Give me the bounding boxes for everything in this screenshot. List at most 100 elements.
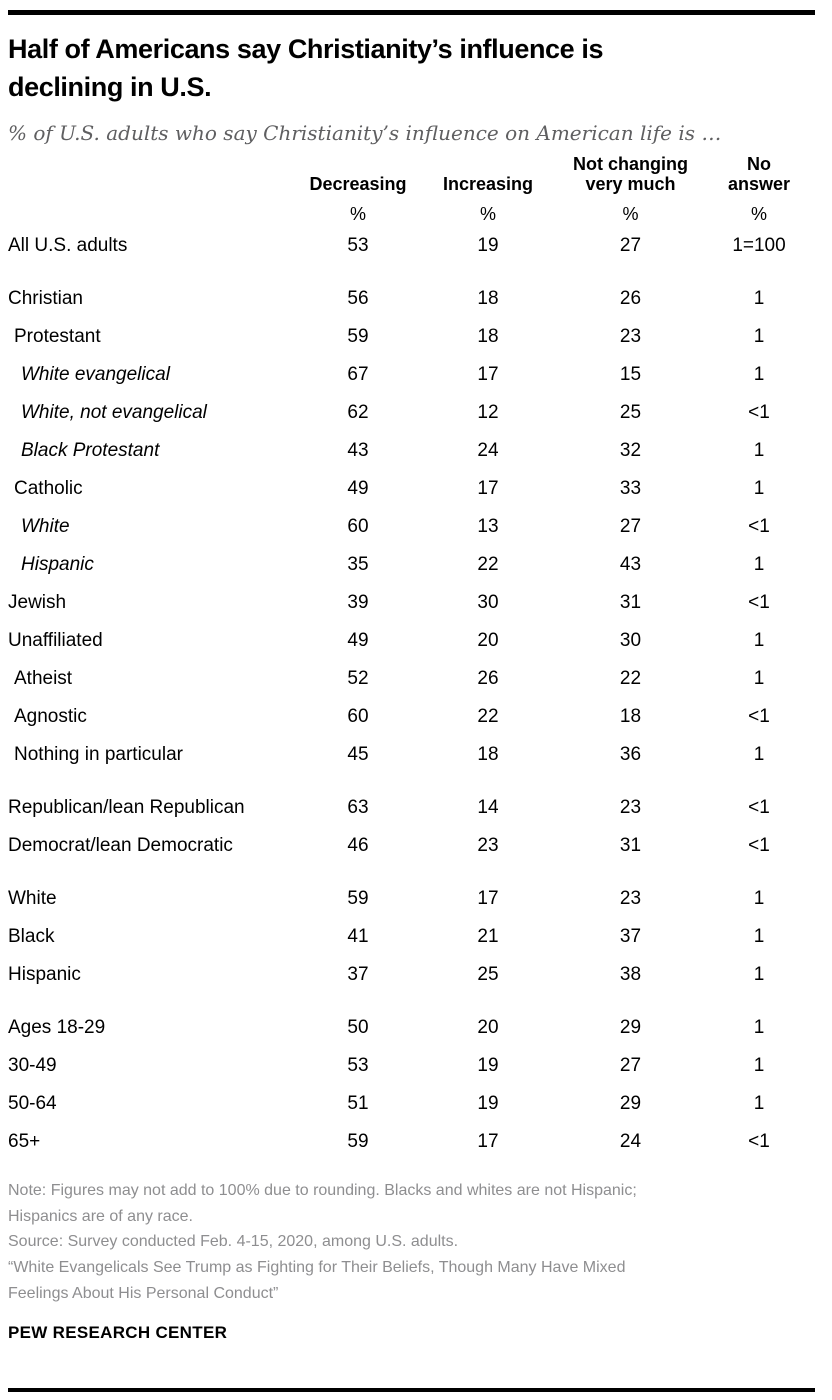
cell-value: 1: [753, 668, 765, 690]
cell-value: 19: [477, 235, 499, 257]
cell-value: 41: [347, 926, 369, 948]
cell-value: 1: [753, 326, 765, 348]
column-header: Increasing: [442, 173, 534, 194]
cell-value: 1: [753, 964, 765, 986]
row-label: Jewish: [8, 592, 67, 614]
cell-value: 67: [347, 364, 369, 386]
cell-value: 49: [347, 630, 369, 652]
cell-value: 1: [753, 1017, 765, 1039]
cell-value: 59: [347, 326, 369, 348]
cell-value: 29: [619, 1017, 642, 1039]
table-head: Decreasing Increasing Not changing very mu…: [8, 154, 815, 228]
table-row: Hispanic 35 22 43 1: [8, 546, 815, 584]
table-row: Catholic 49 17 33 1: [8, 470, 815, 508]
cell-value: 35: [347, 554, 369, 576]
cell-value: 19: [477, 1055, 499, 1077]
table-row: Agnostic 60 22 18 <1: [8, 698, 815, 736]
cell-value: 25: [477, 964, 499, 986]
row-label: White: [8, 888, 57, 910]
cell-value: 22: [477, 554, 499, 576]
row-label: Ages 18-29: [8, 1017, 106, 1039]
cell-value: 31: [619, 835, 642, 857]
row-label: Protestant: [14, 326, 101, 348]
footnotes: Note: Figures may not add to 100% due to…: [8, 1178, 815, 1306]
cell-value: 51: [347, 1093, 369, 1115]
cell-value: 1: [753, 288, 765, 310]
row-label: Black: [8, 926, 55, 948]
cell-value: 36: [619, 744, 642, 766]
row-label: Hispanic: [8, 964, 81, 986]
cell-value: 17: [477, 364, 499, 386]
cell-value: 23: [477, 835, 499, 857]
cell-value: 1: [753, 478, 765, 500]
cell-value: 30: [619, 630, 642, 652]
column-header: No answer: [727, 153, 791, 194]
bottom-rule: [8, 1388, 815, 1392]
cell-value: <1: [748, 402, 770, 424]
cell-value: 1: [753, 926, 765, 948]
cell-value: 26: [477, 668, 499, 690]
table-row: White 59 17 23 1: [8, 865, 815, 918]
table-row: Black Protestant 43 24 32 1: [8, 432, 815, 470]
cell-value: 59: [347, 1131, 369, 1153]
cell-value: 17: [477, 1131, 499, 1153]
note-text: Note: Figures may not add to 100% due to…: [8, 1182, 637, 1225]
cell-value: 23: [619, 797, 642, 819]
table-row: White, not evangelical 62 12 25 <1: [8, 394, 815, 432]
table-row: Christian 56 18 26 1: [8, 265, 815, 318]
table-row: Unaffiliated 49 20 30 1: [8, 622, 815, 660]
brand-pew-research-center: PEW RESEARCH CENTER: [8, 1323, 228, 1343]
row-label: Hispanic: [21, 554, 94, 576]
table-row: 65+ 59 17 24 <1: [8, 1123, 815, 1161]
cell-value: 63: [347, 797, 369, 819]
cell-value: 1: [753, 888, 765, 910]
cell-value: 23: [619, 888, 642, 910]
cell-value: 38: [619, 964, 642, 986]
page-title: Half of Americans say Christianity’s inf…: [8, 34, 604, 102]
cell-value: 30: [477, 592, 499, 614]
table-row: Nothing in particular 45 18 36 1: [8, 736, 815, 774]
cell-value: 37: [347, 964, 369, 986]
cell-value: 37: [619, 926, 642, 948]
cell-value: 43: [619, 554, 642, 576]
table-row: 30-49 53 19 27 1: [8, 1047, 815, 1085]
table-row: Protestant 59 18 23 1: [8, 318, 815, 356]
percent-sign-label: %: [479, 204, 496, 225]
cell-value: <1: [748, 516, 770, 538]
table-row: Ages 18-29 50 20 29 1: [8, 994, 815, 1047]
cell-value: 27: [619, 235, 642, 257]
cell-value: 43: [347, 440, 369, 462]
cell-value: 50: [347, 1017, 369, 1039]
cell-value: 60: [347, 516, 369, 538]
row-label: Unaffiliated: [8, 630, 103, 652]
cell-value: 23: [619, 326, 642, 348]
cell-value: 12: [477, 402, 499, 424]
cell-value: 22: [477, 706, 499, 728]
cell-value: 1: [753, 554, 765, 576]
table-row: White 60 13 27 <1: [8, 508, 815, 546]
unit-row: %%%%: [8, 197, 815, 227]
row-label: Agnostic: [14, 706, 87, 728]
row-label: All U.S. adults: [8, 235, 128, 257]
cell-value: 46: [347, 835, 369, 857]
table-row: Jewish 39 30 31 <1: [8, 584, 815, 622]
cell-value: 20: [477, 630, 499, 652]
subtitle: % of U.S. adults who say Christianity’s …: [8, 120, 722, 145]
table-row: Black 41 21 37 1: [8, 918, 815, 956]
row-label: Black Protestant: [21, 440, 160, 462]
cell-value: 25: [619, 402, 642, 424]
cell-value: 19: [477, 1093, 499, 1115]
cell-value: 56: [347, 288, 369, 310]
cell-value: <1: [748, 706, 770, 728]
cell-value: 62: [347, 402, 369, 424]
row-label: Catholic: [14, 478, 83, 500]
cell-value: 1: [753, 364, 765, 386]
cell-value: 18: [477, 326, 499, 348]
cell-value: 13: [477, 516, 499, 538]
row-label: Atheist: [14, 668, 73, 690]
results-table: Decreasing Increasing Not changing very mu…: [8, 154, 815, 1162]
row-label: 50-64: [8, 1093, 57, 1115]
cell-value: 18: [477, 288, 499, 310]
cell-value: 32: [619, 440, 642, 462]
